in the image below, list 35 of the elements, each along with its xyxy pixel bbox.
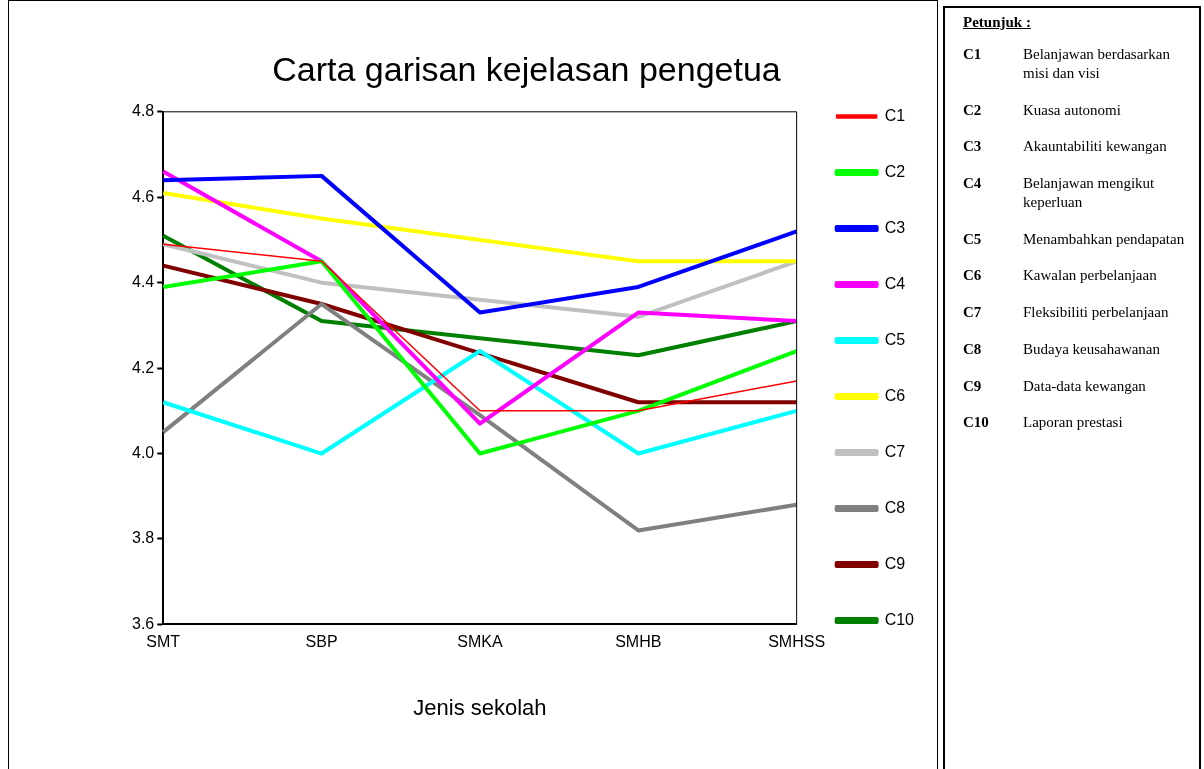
text: C5 Menambahkan pendapatan xyxy=(963,230,1185,247)
text: C7 Fleksibiliti perbelanjaan xyxy=(963,304,1169,320)
x-tick-label: SMHSS xyxy=(768,633,826,651)
text: C9 Data-data kewangan xyxy=(963,377,1146,394)
legend-label: C3 xyxy=(884,218,906,236)
text: C2 Kuasa autonomi xyxy=(963,101,1121,118)
legend-label: C2 xyxy=(884,162,906,180)
text: Petunjuk : xyxy=(963,14,1032,31)
legend-label: C4 xyxy=(884,274,906,292)
text: C10 Laporan prestasi xyxy=(963,414,1123,431)
y-tick-label: 3.6 xyxy=(131,614,155,632)
text: C4 Belanjawan mengikut keperluan xyxy=(963,175,1155,210)
legend-label: C9 xyxy=(884,554,906,572)
y-tick-label: 3.8 xyxy=(131,529,155,547)
x-axis-title: Jenis sekolah xyxy=(413,694,547,720)
text: C1 Belanjawan berdasarkan misi dan visi xyxy=(963,46,1171,81)
text: C6 Kawalan perbelanjaan xyxy=(963,267,1157,284)
legend-label: C10 xyxy=(884,610,915,628)
legend-label: C1 xyxy=(884,106,906,124)
text: C8 Budaya keusahawanan xyxy=(963,340,1161,357)
x-tick-label: SBP xyxy=(305,633,338,651)
y-tick-label: 4.4 xyxy=(131,273,155,291)
legend-label: C6 xyxy=(884,386,906,404)
text: C3 Akauntabiliti kewangan xyxy=(963,138,1167,155)
legend-label: C5 xyxy=(884,330,906,348)
chart-title: Carta garisan kejelasan pengetua xyxy=(272,49,781,88)
legend-label: C7 xyxy=(884,442,906,460)
legend-label: C8 xyxy=(884,498,906,516)
y-tick-label: 4.2 xyxy=(131,358,155,376)
x-tick-label: SMHB xyxy=(615,633,662,651)
y-tick-label: 4.8 xyxy=(131,102,155,120)
y-tick-label: 4.0 xyxy=(131,443,155,461)
x-tick-label: SMT xyxy=(146,633,181,651)
x-tick-label: SMKA xyxy=(457,633,503,651)
y-tick-label: 4.6 xyxy=(131,187,155,205)
